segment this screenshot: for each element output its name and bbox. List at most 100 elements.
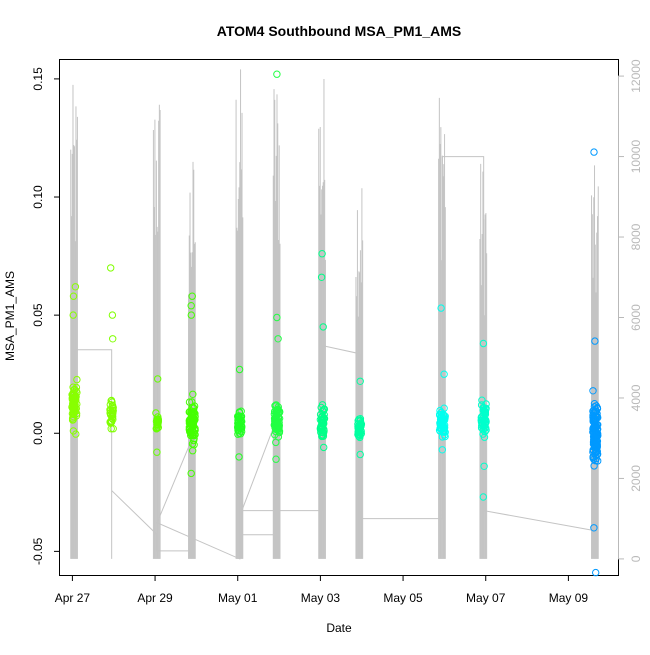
outlier-point [235,453,243,461]
data-point [593,430,602,438]
chart-title: ATOM4 Southbound MSA_PM1_AMS [217,23,461,39]
data-point [191,430,199,439]
outlier-point [187,311,196,319]
x-tick-label: Apr 27 [55,591,91,605]
outlier-point [153,448,161,456]
data-point [590,400,599,408]
outlier-point [188,292,196,300]
x-tick-label: May 05 [383,591,423,605]
data-point [436,410,444,419]
data-point [592,443,600,452]
secondary-y-tick-label: 10000 [629,140,643,174]
x-tick-label: May 07 [466,591,506,605]
outlier-point [187,302,195,310]
data-point [69,404,77,413]
data-point [237,407,245,415]
data-point [477,424,486,432]
outlier-point [318,250,326,258]
data-points [68,70,602,577]
data-point [437,416,445,424]
data-point [320,414,328,422]
data-point [108,401,117,410]
outlier-point [440,370,448,378]
data-point [152,409,160,417]
outlier-point [235,365,244,374]
data-point [235,429,244,437]
data-point [69,410,78,419]
data-point [188,421,197,429]
data-point [437,408,446,417]
outlier-point [320,443,328,452]
x-axis: Apr 27 Apr 29 May 01 May 03 May 05 May 07 May … [55,575,589,605]
outlier-point [273,313,281,322]
data-point [591,457,600,465]
data-point [234,419,242,428]
data-point [188,440,197,448]
outlier-point [479,493,487,501]
data-point [478,419,487,427]
data-point [591,416,599,425]
outlier-point [319,323,327,331]
data-point [479,406,487,414]
data-point [356,417,364,425]
data-point [69,394,77,402]
outlier-point [274,335,282,343]
secondary-y-tick-label: 4000 [629,384,643,411]
outlier-point [109,335,117,343]
data-point [109,408,117,417]
outlier-point [356,450,364,459]
x-axis-label: Date [326,621,352,635]
x-tick-label: May 03 [301,591,341,605]
outlier-point [592,568,600,577]
data-point [275,426,283,435]
data-point [185,408,194,416]
data-point [235,408,244,417]
y-tick-label: 0.00 [31,421,45,445]
data-point [440,416,449,424]
x-tick-label: May 01 [218,591,258,605]
outlier-point [154,375,162,383]
data-point [69,383,77,391]
secondary-y-tick-label: 6000 [629,304,643,331]
outlier-point [272,455,280,463]
secondary-y-axis: 0 2000 4000 6000 8000 10000 12000 [618,59,643,562]
data-point [320,406,328,414]
outlier-point [591,337,599,345]
outlier-point [108,311,117,319]
data-point [73,375,81,384]
outlier-point [480,462,488,470]
outlier-point [187,469,195,478]
data-point [273,408,281,416]
data-point [478,396,486,404]
y-tick-label: 0.15 [31,67,45,91]
data-point [440,431,449,439]
data-point [189,403,197,411]
outlier-point [590,148,598,156]
data-point [272,422,280,430]
y-tick-label: 0.05 [31,303,45,327]
outlier-point [356,377,364,385]
outlier-point [71,283,80,291]
x-tick-label: May 09 [549,591,589,605]
outlier-point [479,339,488,348]
secondary-y-tick-label: 8000 [629,223,643,250]
data-point [593,425,602,433]
data-point [592,451,600,460]
data-point [189,390,197,398]
secondary-series [70,69,599,560]
data-point [109,425,117,433]
data-point [477,401,486,409]
data-point [478,416,487,424]
secondary-path [73,156,596,560]
data-point [68,391,76,399]
outlier-point [438,446,446,454]
data-point [109,404,117,413]
data-point [275,427,284,435]
y-axis: -0.05 0.00 0.05 0.10 0.15 [31,67,60,565]
data-point [72,409,81,418]
secondary-y-tick-label: 0 [629,555,643,562]
data-point [154,419,162,427]
outlier-point [590,524,598,532]
